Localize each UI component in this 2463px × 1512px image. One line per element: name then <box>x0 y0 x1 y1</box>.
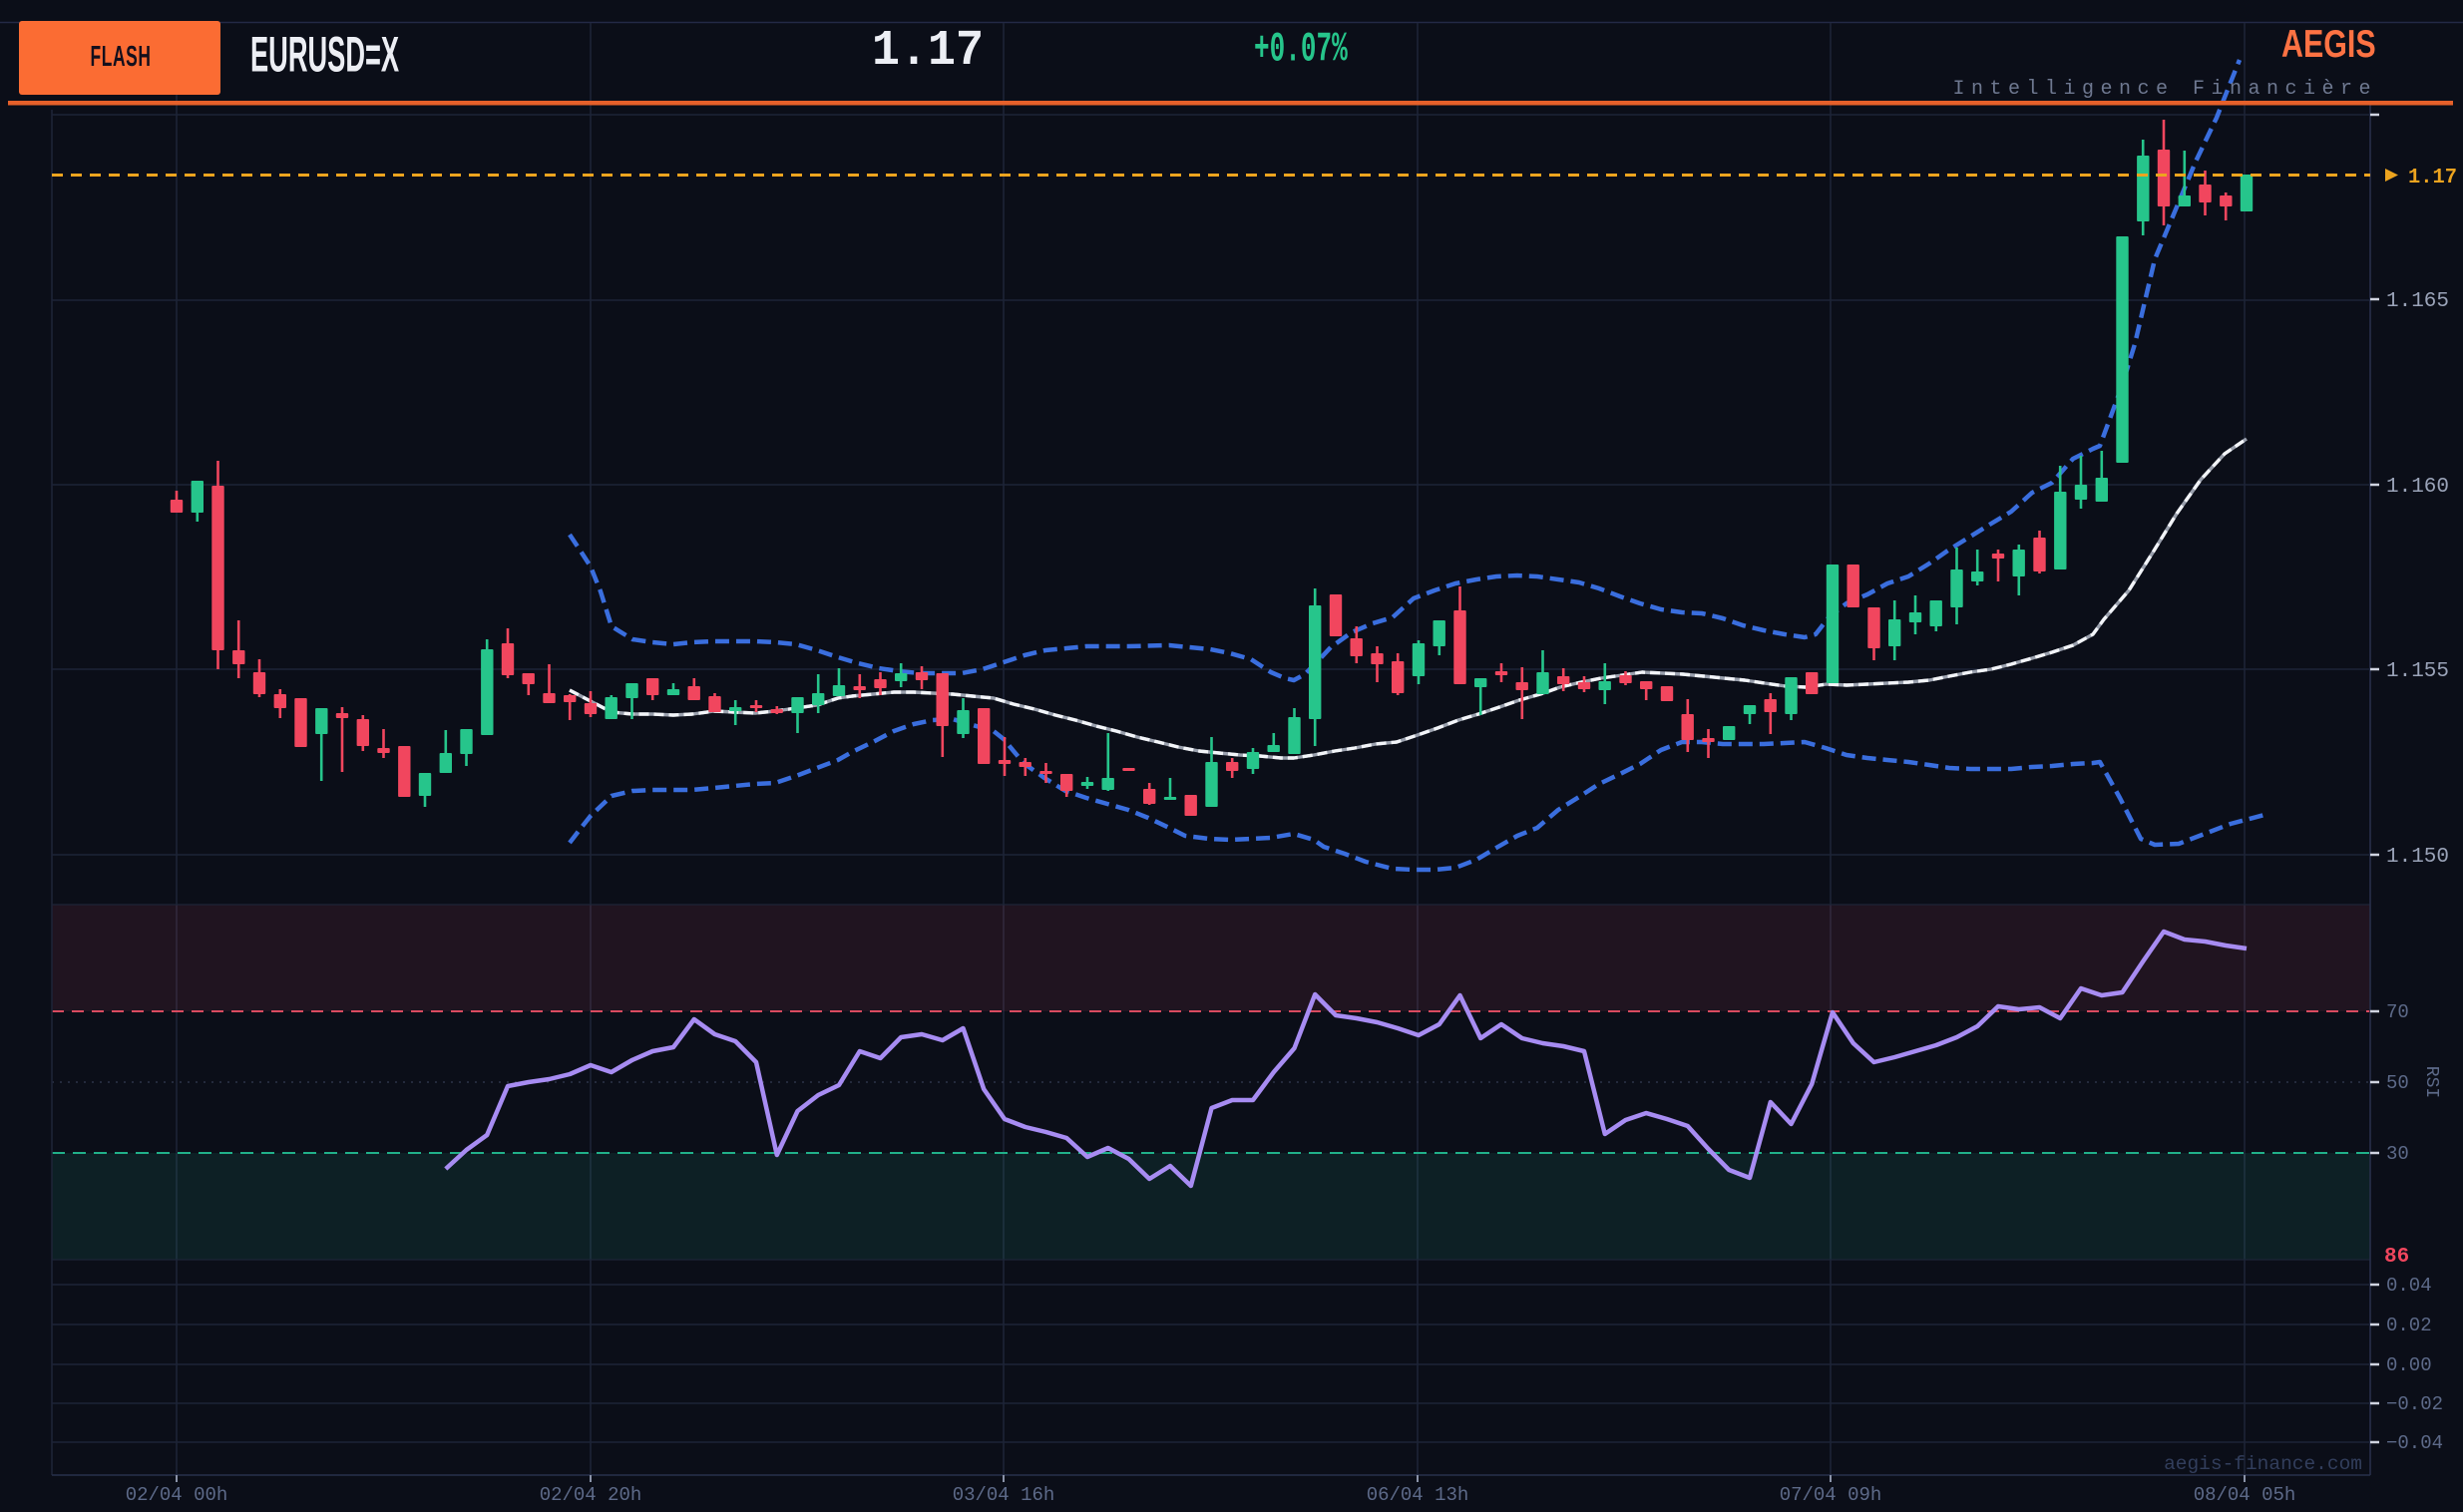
svg-text:1.165: 1.165 <box>2386 290 2449 313</box>
svg-text:1.17: 1.17 <box>872 23 984 80</box>
svg-text:07/04 09h: 07/04 09h <box>1780 1484 1882 1506</box>
svg-text:02/04 20h: 02/04 20h <box>540 1484 642 1506</box>
svg-text:aegis-finance.com: aegis-finance.com <box>2164 1453 2362 1475</box>
svg-text:0.04: 0.04 <box>2386 1275 2432 1297</box>
svg-text:FLASH: FLASH <box>91 41 152 74</box>
svg-text:30: 30 <box>2386 1143 2409 1165</box>
svg-text:−0.02: −0.02 <box>2386 1393 2443 1415</box>
svg-text:86: 86 <box>2384 1246 2409 1269</box>
svg-text:AEGIS: AEGIS <box>2281 22 2376 65</box>
svg-text:50: 50 <box>2386 1072 2409 1094</box>
svg-text:0.02: 0.02 <box>2386 1315 2432 1336</box>
svg-text:EURUSD=X: EURUSD=X <box>250 27 399 83</box>
svg-text:02/04 00h: 02/04 00h <box>126 1484 228 1506</box>
svg-text:1.17: 1.17 <box>2408 167 2457 189</box>
svg-text:1.160: 1.160 <box>2386 476 2449 499</box>
svg-text:RSI: RSI <box>2421 1066 2441 1098</box>
svg-text:08/04 05h: 08/04 05h <box>2194 1484 2296 1506</box>
svg-text:70: 70 <box>2386 1001 2409 1023</box>
svg-text:0.00: 0.00 <box>2386 1354 2432 1376</box>
svg-text:03/04 16h: 03/04 16h <box>953 1484 1055 1506</box>
svg-text:Intelligence Financière: Intelligence Financière <box>1952 78 2377 101</box>
svg-text:−0.04: −0.04 <box>2386 1432 2443 1454</box>
svg-text:1.150: 1.150 <box>2386 846 2449 869</box>
svg-text:+0.07%: +0.07% <box>1254 27 1348 74</box>
svg-text:06/04 13h: 06/04 13h <box>1367 1484 1469 1506</box>
svg-text:1.155: 1.155 <box>2386 660 2449 683</box>
